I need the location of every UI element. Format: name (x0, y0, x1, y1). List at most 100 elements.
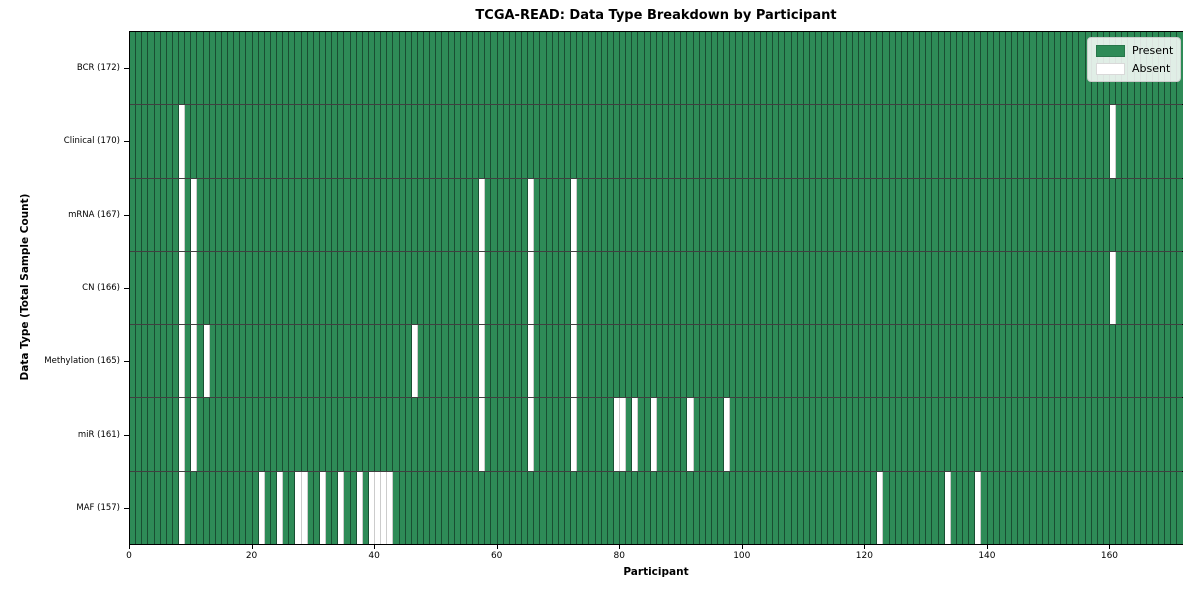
heatmap-cell (693, 398, 700, 471)
heatmap-cell (460, 398, 467, 471)
heatmap-cell (479, 105, 486, 178)
heatmap-cell (405, 471, 412, 544)
heatmap-cell (313, 178, 320, 251)
heatmap-cell (718, 471, 725, 544)
heatmap-cell (711, 398, 718, 471)
heatmap-cell (344, 471, 351, 544)
heatmap-cell (1152, 325, 1159, 398)
heatmap-cell (228, 251, 235, 325)
heatmap-cell (987, 105, 994, 178)
heatmap-cell (289, 105, 296, 178)
heatmap-cell (154, 325, 161, 398)
heatmap-cell (895, 251, 902, 325)
heatmap-cell (711, 471, 718, 544)
heatmap-cell (1134, 398, 1141, 471)
heatmap-cell (503, 251, 510, 325)
heatmap-cell (344, 398, 351, 471)
heatmap-cell (209, 471, 216, 544)
heatmap-cell (644, 325, 651, 398)
heatmap-cell (969, 251, 976, 325)
heatmap-cell (387, 251, 394, 325)
heatmap-cell (1030, 178, 1037, 251)
heatmap-cell (209, 251, 216, 325)
heatmap-cell (816, 398, 823, 471)
heatmap-cell (203, 471, 210, 544)
heatmap-cell (571, 398, 578, 471)
heatmap-cell (1036, 178, 1043, 251)
heatmap-cell (252, 32, 259, 105)
heatmap-cell (920, 251, 927, 325)
heatmap-cell (264, 325, 271, 398)
heatmap-cell (791, 325, 798, 398)
heatmap-cell (289, 32, 296, 105)
heatmap-cell (1103, 178, 1110, 251)
heatmap-cell (779, 105, 786, 178)
heatmap-cell (1085, 398, 1092, 471)
heatmap-cell (742, 105, 749, 178)
heatmap-cell (203, 178, 210, 251)
heatmap-cell (179, 251, 186, 325)
heatmap-cell (252, 178, 259, 251)
heatmap-cell (730, 105, 737, 178)
heatmap-cell (179, 105, 186, 178)
heatmap-cell (338, 325, 345, 398)
heatmap-cell (711, 251, 718, 325)
heatmap-cell (1048, 32, 1055, 105)
heatmap-cell (840, 32, 847, 105)
heatmap-cell (889, 32, 896, 105)
heatmap-cell (834, 398, 841, 471)
heatmap-cell (1054, 325, 1061, 398)
heatmap-cell (479, 398, 486, 471)
heatmap-cell (442, 251, 449, 325)
heatmap-cell (681, 325, 688, 398)
heatmap-cell (442, 32, 449, 105)
heatmap-cell (558, 251, 565, 325)
heatmap-cell (650, 398, 657, 471)
heatmap-cell (491, 325, 498, 398)
heatmap-cell (858, 325, 865, 398)
heatmap-cell (166, 251, 173, 325)
heatmap-cell (1012, 325, 1019, 398)
heatmap-cell (209, 105, 216, 178)
heatmap-cell (1103, 251, 1110, 325)
heatmap-cell (528, 325, 535, 398)
heatmap-cell (240, 105, 247, 178)
heatmap-cell (209, 398, 216, 471)
heatmap-cell (583, 471, 590, 544)
heatmap-cell (295, 178, 302, 251)
heatmap-row-mRNA (130, 178, 1183, 252)
heatmap-cell (215, 471, 222, 544)
heatmap-cell (858, 251, 865, 325)
heatmap-cell (858, 178, 865, 251)
heatmap-cell (454, 325, 461, 398)
heatmap-cell (803, 325, 810, 398)
heatmap-cell (307, 251, 314, 325)
heatmap-cell (595, 398, 602, 471)
heatmap-cell (558, 398, 565, 471)
heatmap-cell (760, 471, 767, 544)
heatmap-cell (393, 105, 400, 178)
heatmap-cell (564, 325, 571, 398)
heatmap-cell (1110, 251, 1117, 325)
heatmap-cell (993, 325, 1000, 398)
heatmap-cell (197, 398, 204, 471)
heatmap-cell (546, 471, 553, 544)
heatmap-cell (436, 32, 443, 105)
heatmap-cell (1140, 251, 1147, 325)
heatmap-cell (693, 471, 700, 544)
heatmap-cell (448, 251, 455, 325)
heatmap-cell (142, 32, 149, 105)
heatmap-cell (136, 398, 143, 471)
heatmap-cell (1165, 178, 1172, 251)
heatmap-cell (816, 32, 823, 105)
heatmap-cell (448, 32, 455, 105)
heatmap-cell (681, 178, 688, 251)
heatmap-cell (356, 32, 363, 105)
heatmap-cell (130, 398, 137, 471)
heatmap-cell (1067, 32, 1074, 105)
x-tick-mark (496, 545, 498, 549)
heatmap-cell (877, 398, 884, 471)
heatmap-cell (987, 325, 994, 398)
heatmap-cell (515, 105, 522, 178)
